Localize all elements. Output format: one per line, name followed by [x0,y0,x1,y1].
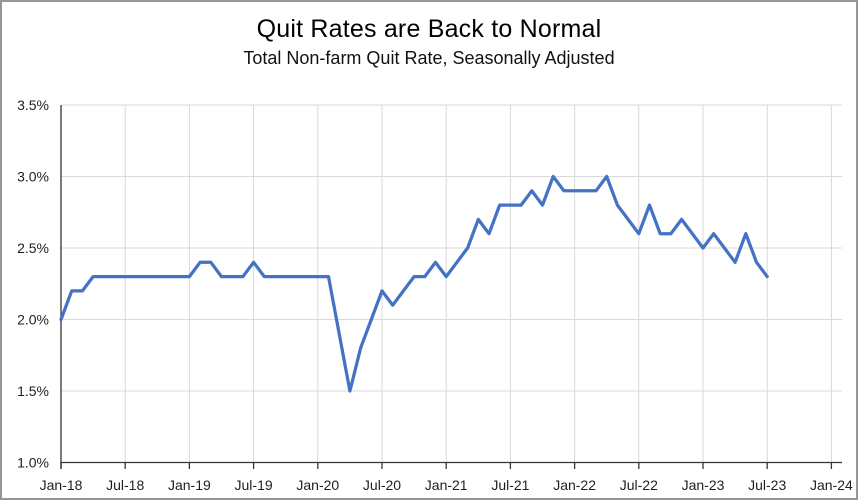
x-tick-label: Jan-19 [168,477,211,493]
x-tick-label: Jan-18 [40,477,83,493]
x-tick-label: Jan-24 [810,477,853,493]
y-tick-label: 2.0% [17,312,49,328]
y-tick-label: 3.0% [17,169,49,185]
x-tick-label: Jul-20 [363,477,401,493]
y-tick-label: 3.5% [17,97,49,113]
chart-title: Quit Rates are Back to Normal [256,15,602,43]
y-tick-label: 1.5% [17,383,49,399]
x-tick-label: Jul-18 [106,477,144,493]
x-tick-label: Jul-22 [620,477,658,493]
x-tick-label: Jul-23 [748,477,786,493]
y-tick-label: 2.5% [17,240,49,256]
x-tick-label: Jul-21 [491,477,529,493]
x-tick-label: Jan-22 [553,477,596,493]
quit-rate-line [59,174,769,393]
chart-subtitle: Total Non-farm Quit Rate, Seasonally Adj… [243,48,615,68]
y-tick-label: 1.0% [17,455,49,471]
x-tick-label: Jul-19 [235,477,273,493]
x-tick-label: Jan-21 [425,477,468,493]
x-tick-label: Jan-23 [682,477,725,493]
x-tick-label: Jan-20 [296,477,339,493]
